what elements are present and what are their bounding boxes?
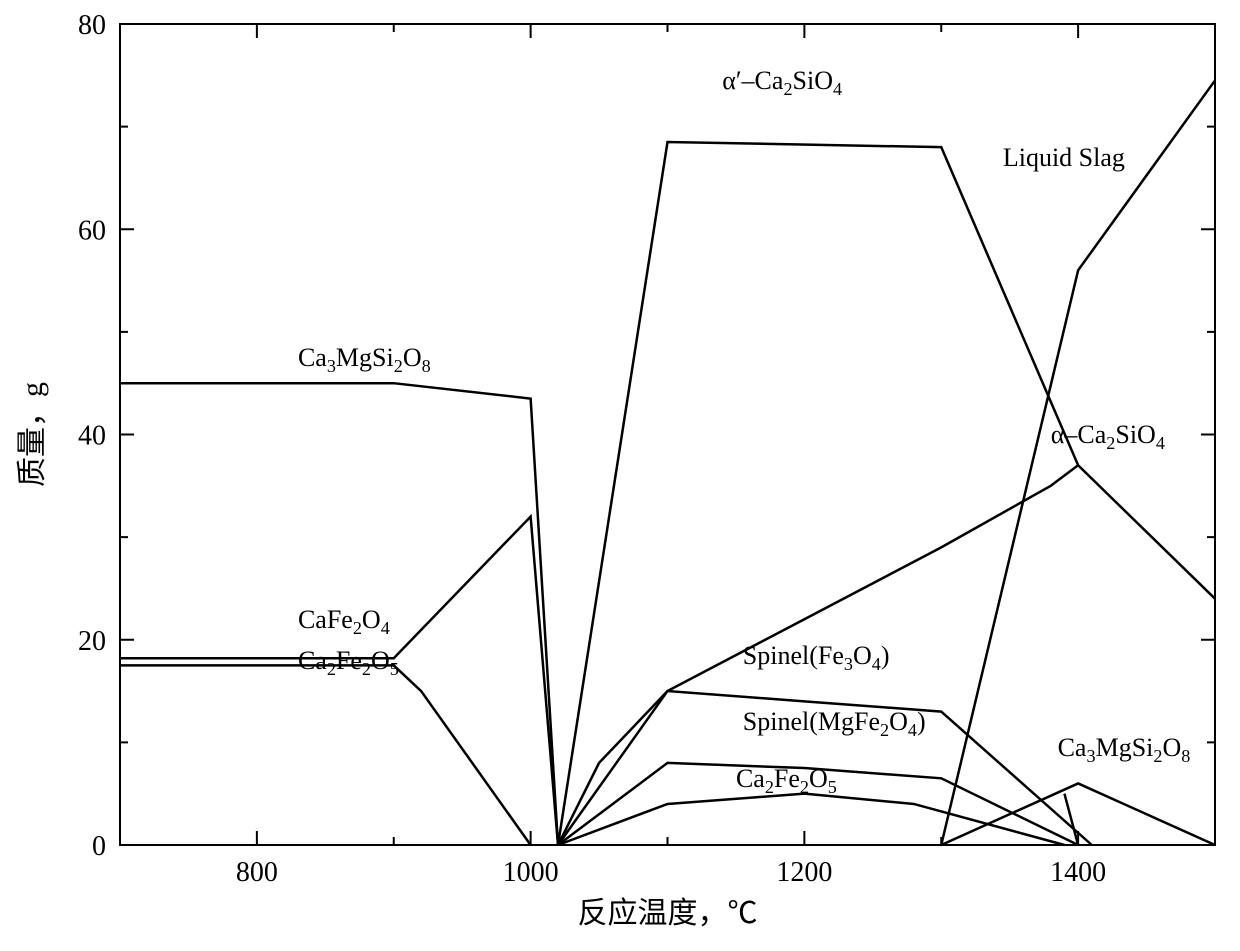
series-label-alpha_Ca2SiO4: α–Ca2SiO4: [1051, 422, 1240, 462]
series-label-Ca3MgSi2O8_high: Ca3MgSi2O8: [1058, 735, 1240, 775]
x-axis-title: 反应温度，℃: [578, 897, 758, 930]
x-tick-label: 800: [236, 857, 278, 888]
series-label-Spinel_MgFe2O4: Spinel(MgFe2O4): [743, 709, 1003, 749]
series-Ca2Fe2O5_low: [120, 665, 531, 845]
phase-diagram-chart: 800 1000 1200 1400 0 20 40 60 80 反应温度，℃ 质量，g Ca3MgS…: [0, 0, 1240, 951]
series-label-alpha_prime: α′–Ca2SiO4: [722, 68, 982, 108]
series-drop_late: [1064, 794, 1078, 845]
y-tick-label: 0: [92, 831, 106, 862]
x-tick-label: 1200: [776, 857, 832, 888]
series-label-Spinel_Fe3O4: Spinel(Fe3O4): [743, 643, 1003, 683]
x-tick-label: 1000: [503, 857, 559, 888]
y-tick-label: 80: [78, 10, 106, 41]
x-tick-label: 1400: [1050, 857, 1106, 888]
y-axis-title: 质量，g: [16, 382, 49, 487]
series-label-Ca2Fe2O5_low: Ca2Fe2O5: [298, 648, 558, 688]
y-tick-label: 20: [78, 626, 106, 657]
y-tick-label: 40: [78, 421, 106, 452]
series-label-CaFe2O4: CaFe2O4: [298, 607, 558, 647]
series-label-Ca2Fe2O5_mid: Ca2Fe2O5: [736, 766, 996, 806]
series-label-Liquid_Slag: Liquid Slag: [1003, 145, 1240, 185]
series-label-Ca3MgSi2O8_low: Ca3MgSi2O8: [298, 345, 558, 385]
chart-svg: 800 1000 1200 1400 0 20 40 60 80 反应温度，℃ 质量，g Ca3MgS…: [0, 0, 1240, 951]
y-tick-label: 60: [78, 215, 106, 246]
